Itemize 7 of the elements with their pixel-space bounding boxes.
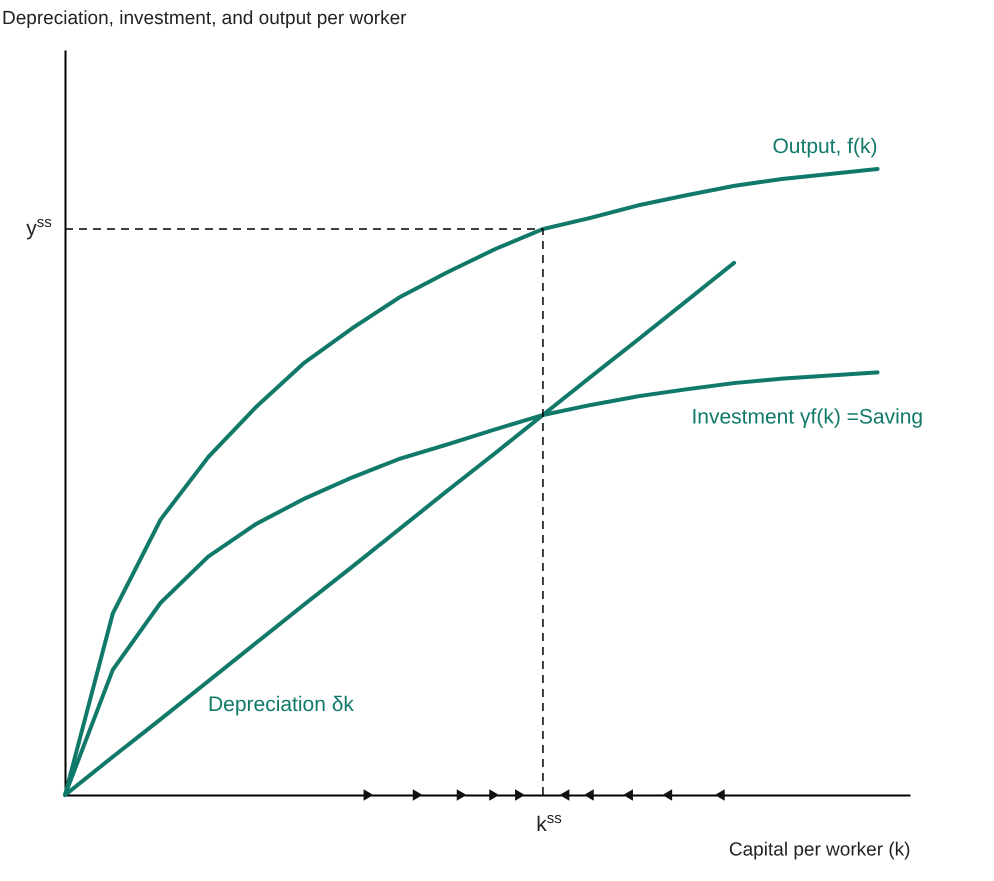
x-axis-title: Capital per worker (k) (728, 840, 910, 860)
ref-line-label: y$^{ss}$ (26, 214, 52, 240)
series-label: Depreciation δk (208, 692, 354, 716)
series-label: Investment γf(k) =Saving (691, 405, 924, 428)
series-label: Output, f(k) (772, 135, 878, 158)
text: Depreciation, investment, and output per worker (2, 8, 408, 29)
text: k$^{ss}$ (536, 810, 562, 836)
